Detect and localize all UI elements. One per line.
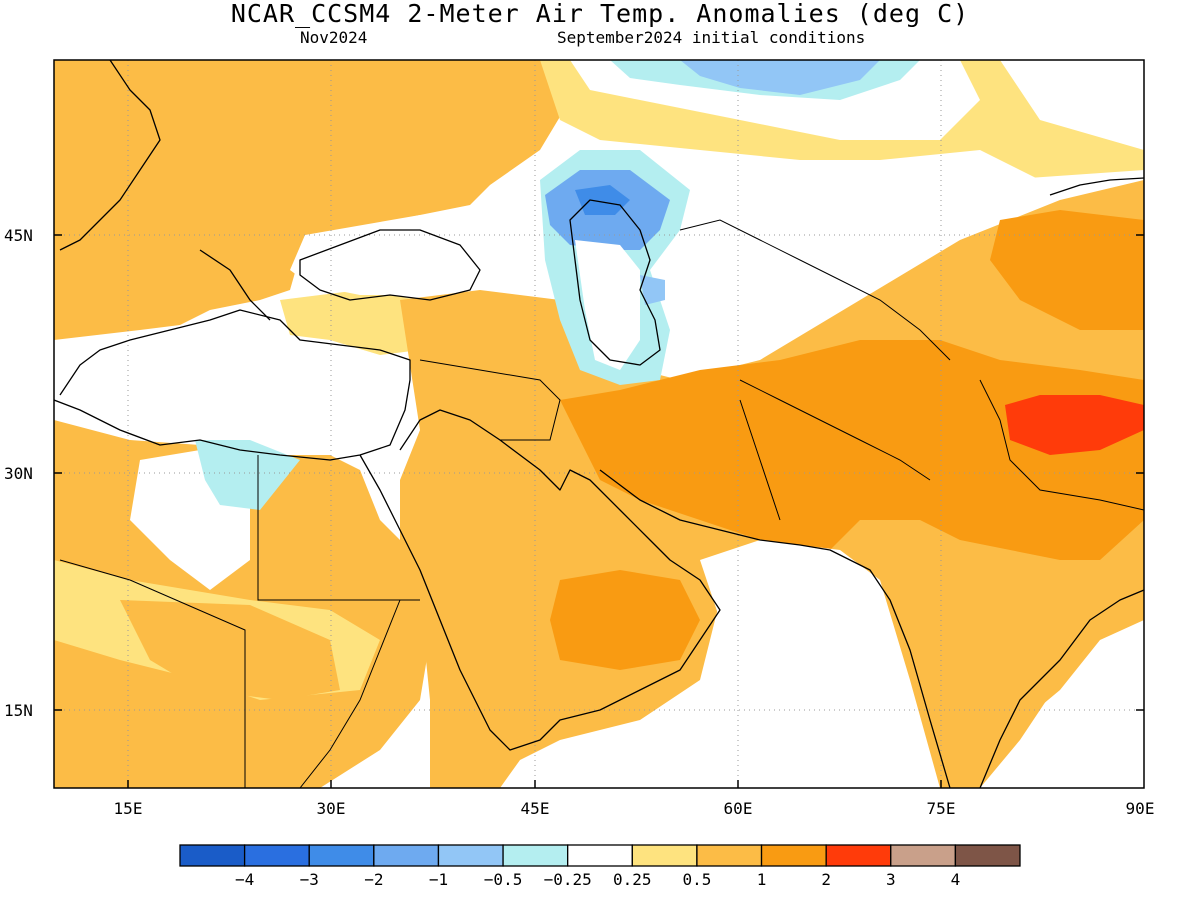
colorbar-swatch: [243, 844, 310, 867]
colorbar-swatch: [437, 844, 504, 867]
colorbar-swatch: [760, 844, 827, 867]
anomaly-region-europe: [54, 60, 570, 370]
initial-conditions: September2024 initial conditions: [557, 28, 866, 47]
axis-ticks: [54, 234, 1144, 788]
anomaly-region-arabiansea: [540, 540, 940, 788]
coastlines: [54, 60, 1144, 788]
anomaly-region-caspian-white: [575, 240, 640, 370]
anomaly-field: [54, 60, 1144, 788]
colorbar-label: 0.25: [613, 870, 652, 889]
anomaly-region-med: [54, 320, 410, 440]
colorbar-label: −0.5: [484, 870, 523, 889]
colorbar-swatch: [954, 844, 1021, 867]
colorbar-swatch: [825, 844, 892, 867]
lat-label: 30N: [4, 464, 33, 483]
lon-label: 75E: [927, 799, 956, 818]
colorbar-swatch: [696, 844, 763, 867]
colorbar: −4 −3 −2 −1 −0.5 −0.25 0.25 0.5 1 2 3 4: [179, 844, 1021, 889]
colorbar-label: −4: [235, 870, 254, 889]
colorbar-swatch: [890, 844, 957, 867]
borders: [59, 219, 1144, 788]
colorbar-label: −1: [429, 870, 448, 889]
map-title: NCAR_CCSM4 2-Meter Air Temp. Anomalies (…: [230, 0, 970, 28]
anomaly-region-india-light: [880, 540, 1100, 788]
colorbar-swatch: [179, 844, 246, 867]
forecast-month: Nov2024: [300, 28, 368, 47]
anomaly-region-arabia-2: [550, 570, 700, 670]
lon-label: 30E: [317, 799, 346, 818]
lon-label: 60E: [724, 799, 753, 818]
anomaly-region-north-blue2: [680, 60, 880, 95]
anomaly-region-sudan-orange: [120, 600, 340, 700]
colorbar-swatch: [373, 844, 440, 867]
colorbar-label: 1: [757, 870, 767, 889]
colorbar-label: −2: [364, 870, 383, 889]
lon-label: 15E: [114, 799, 143, 818]
map-frame: [53, 59, 1145, 789]
lat-label: 45N: [4, 226, 33, 245]
anomaly-region-iran: [560, 340, 1144, 560]
lon-label: 90E: [1126, 799, 1155, 818]
colorbar-label: −3: [300, 870, 319, 889]
colorbar-label: 2: [821, 870, 831, 889]
colorbar-label: 4: [951, 870, 961, 889]
anomaly-region-turkey-yellow: [280, 290, 420, 355]
anomaly-region-china: [990, 210, 1144, 330]
lat-label: 15N: [4, 701, 33, 720]
anomaly-region-tibet: [1005, 395, 1144, 455]
colorbar-swatch: [567, 844, 633, 867]
lon-label: 45E: [521, 799, 550, 818]
colorbar-swatch: [502, 844, 569, 867]
colorbar-label: 3: [886, 870, 896, 889]
anomaly-region-caspian-darkblue: [575, 185, 630, 215]
colorbar-label: −0.25: [544, 870, 592, 889]
anomaly-region-caspian-s: [640, 275, 665, 305]
lat-labels: 45N 30N 15N: [4, 226, 33, 720]
lon-labels: 15E 30E 45E 60E 75E 90E: [114, 799, 1155, 818]
anomaly-region-egypt-blue: [195, 440, 300, 510]
colorbar-swatch: [308, 844, 375, 867]
colorbar-swatch: [631, 844, 698, 867]
anomaly-region-kaz-white: [800, 150, 1040, 210]
colorbar-label: 0.5: [682, 870, 711, 889]
